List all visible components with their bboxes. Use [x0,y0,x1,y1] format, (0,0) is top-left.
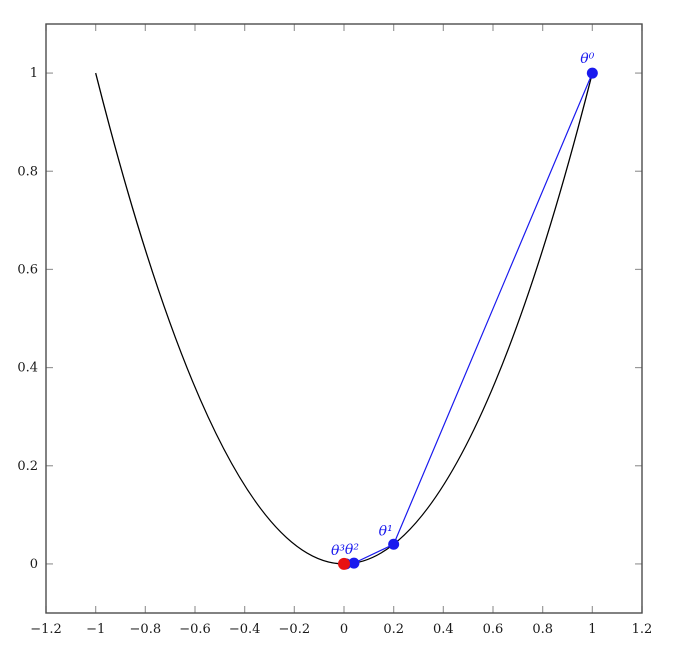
theta-label-2: θ² [345,542,359,558]
x-tick-label: −1.2 [30,622,62,637]
axis-box [45,23,643,614]
x-tick-label: 1.2 [632,622,653,637]
y-tick-label: 0.6 [17,262,38,277]
x-tick-label: 0 [340,622,348,637]
x-tick-label: 0.4 [433,622,454,637]
x-tick-label: 0.6 [483,622,504,637]
x-tick-label: 1 [588,622,596,637]
y-tick-label: 0.8 [17,164,38,179]
theta-label-3: θ³ [331,543,345,559]
x-tick-label: −0.2 [279,622,311,637]
theta-label-0: θ⁰ [580,51,594,67]
theta-point-1 [388,538,400,550]
theta-label-1: θ¹ [379,523,393,539]
x-tick-label: −0.4 [229,622,261,637]
x-tick-label: −0.8 [130,622,162,637]
y-tick-label: 1 [30,66,38,81]
x-tick-label: −1 [86,622,105,637]
y-tick-label: 0.2 [17,459,38,474]
theta-point-0 [586,67,598,79]
x-tick-label: 0.8 [532,622,553,637]
theta-point-2 [348,557,360,569]
y-tick-label: 0.4 [17,361,38,376]
x-tick-label: −0.6 [179,622,211,637]
x-tick-label: 0.2 [383,622,404,637]
optimum-point [338,557,350,570]
y-tick-label: 0 [30,557,38,572]
